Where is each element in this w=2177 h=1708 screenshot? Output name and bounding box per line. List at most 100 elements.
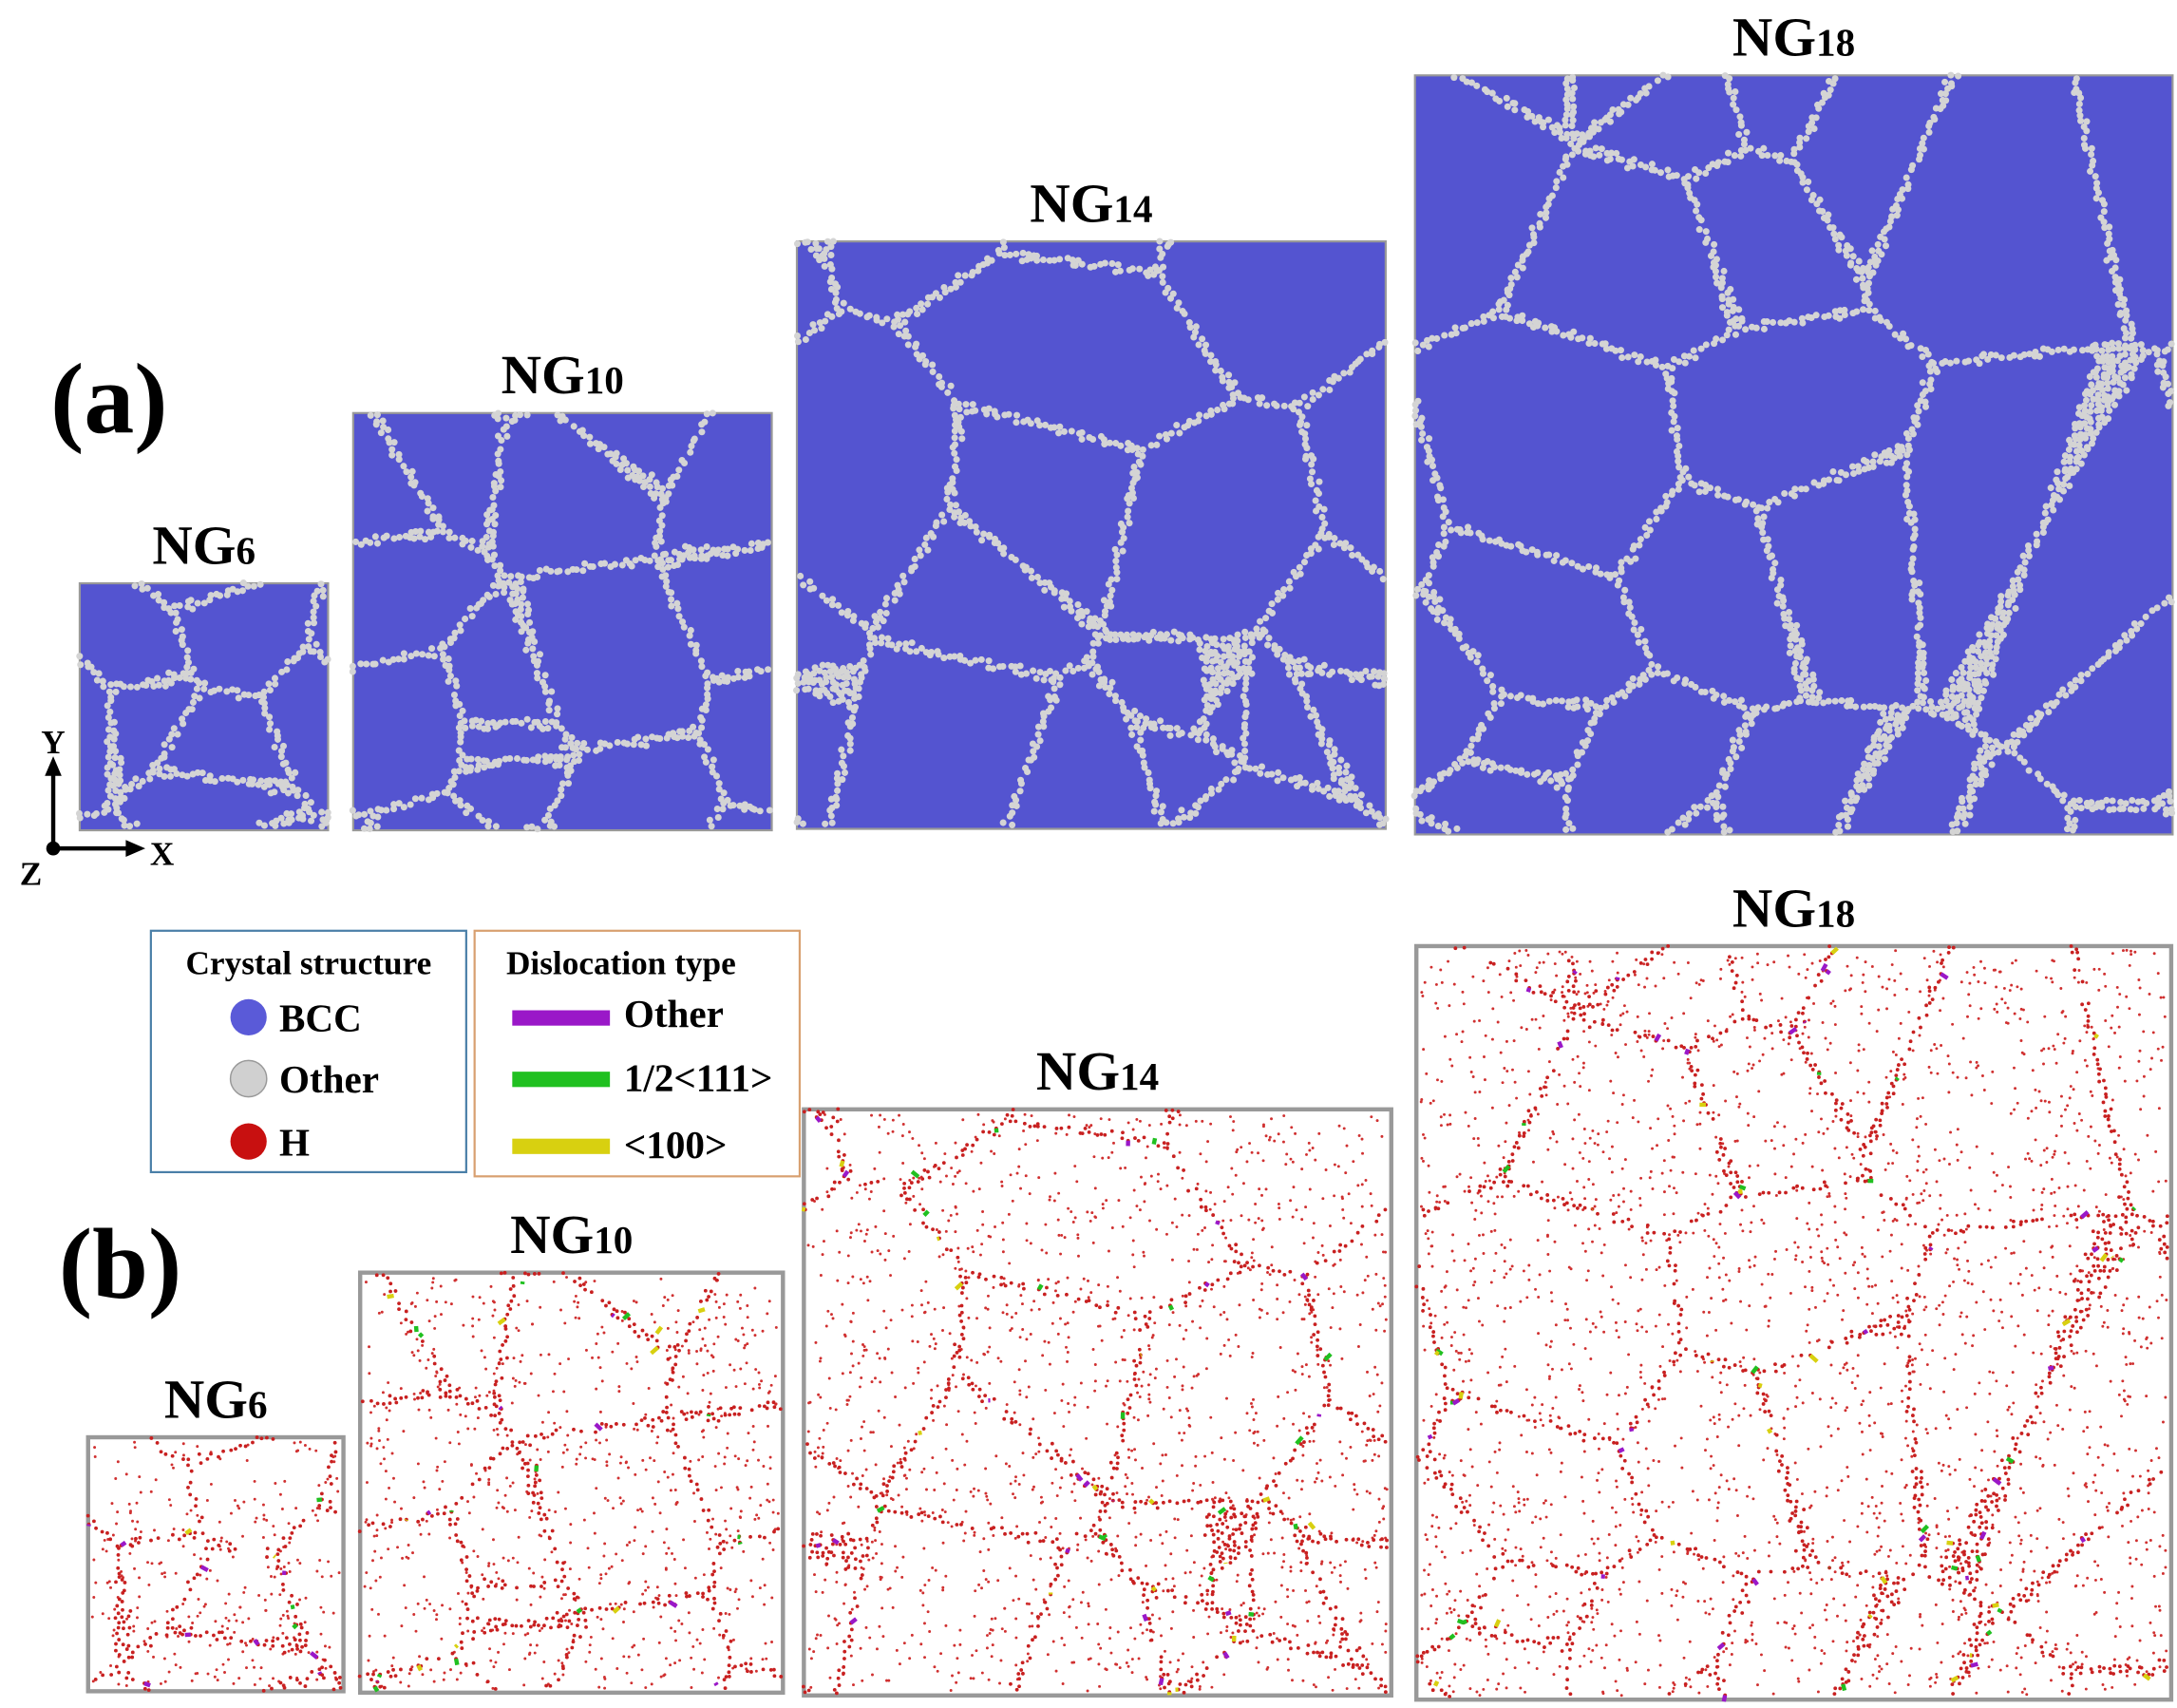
boundary-atom: [826, 807, 834, 814]
boundary-atom: [150, 682, 158, 690]
boundary-atom: [536, 566, 543, 574]
boundary-atom: [2097, 407, 2105, 414]
boundary-atom: [1569, 95, 1577, 103]
boundary-atom: [1796, 143, 1804, 151]
boundary-atom: [600, 444, 608, 451]
boundary-atom: [1161, 635, 1168, 642]
boundary-atom: [834, 780, 842, 788]
boundary-atom: [1117, 442, 1125, 449]
boundary-atom: [1871, 451, 1879, 459]
h-atom: [374, 1668, 378, 1672]
boundary-atom: [1812, 699, 1820, 707]
h-atom: [301, 1518, 306, 1523]
h-atom: [205, 1557, 210, 1562]
boundary-atom: [2105, 415, 2112, 423]
boundary-atom: [2014, 568, 2021, 576]
boundary-atom: [1106, 691, 1113, 698]
dislocation: [316, 1497, 323, 1503]
h-atom: [768, 1541, 772, 1545]
boundary-atom: [890, 323, 898, 331]
boundary-atom: [2104, 385, 2111, 392]
boundary-atom: [834, 787, 842, 794]
boundary-atom: [272, 822, 279, 829]
boundary-atom: [1844, 823, 1852, 830]
boundary-atom: [1903, 714, 1910, 722]
boundary-atom: [1357, 676, 1365, 684]
boundary-atom: [551, 802, 558, 809]
boundary-atom: [1835, 821, 1843, 829]
boundary-atom: [2165, 402, 2172, 409]
h-atom: [146, 1561, 150, 1565]
boundary-atom: [1248, 670, 1256, 677]
h-atom: [644, 1413, 648, 1416]
h-atom: [322, 1676, 326, 1680]
h-atom: [433, 1315, 437, 1319]
h-atom: [311, 1509, 314, 1512]
boundary-atom: [2162, 810, 2169, 818]
boundary-atom: [1245, 658, 1253, 666]
boundary-atom: [929, 368, 937, 375]
boundary-atom: [2077, 805, 2085, 812]
boundary-atom: [1544, 200, 1552, 208]
boundary-atom: [1309, 389, 1316, 396]
boundary-atom: [1896, 452, 1903, 460]
h-atom: [435, 1370, 439, 1374]
boundary-atom: [1416, 788, 1424, 795]
boundary-atom: [589, 562, 596, 571]
boundary-atom: [2098, 347, 2106, 354]
boundary-atom: [310, 811, 317, 819]
boundary-atom: [800, 678, 807, 686]
boundary-atom: [1440, 523, 1448, 531]
h-atom: [327, 1465, 331, 1470]
boundary-atom: [1852, 797, 1860, 805]
boundary-atom: [867, 651, 875, 658]
boundary-atom: [1568, 123, 1576, 130]
boundary-atom: [189, 605, 197, 613]
boundary-atom: [483, 534, 490, 541]
h-atom: [689, 1459, 692, 1463]
boundary-atom: [1506, 693, 1514, 700]
h-atom: [320, 1665, 324, 1670]
h-atom: [109, 1673, 114, 1677]
boundary-atom: [463, 809, 470, 817]
boundary-atom: [261, 710, 269, 717]
boundary-atom: [390, 535, 398, 542]
boundary-atom: [900, 579, 908, 586]
boundary-atom: [2009, 597, 2016, 604]
boundary-atom: [2027, 714, 2035, 722]
boundary-atom: [1732, 106, 1740, 114]
boundary-atom: [2087, 418, 2094, 426]
boundary-atom: [1511, 106, 1519, 114]
h-atom: [464, 1414, 467, 1418]
boundary-atom: [873, 316, 880, 324]
h-atom: [227, 1658, 230, 1661]
boundary-atom: [1040, 676, 1048, 684]
boundary-atom: [1495, 306, 1503, 313]
h-atom: [126, 1643, 131, 1648]
h-atom: [659, 1277, 663, 1281]
boundary-atom: [1959, 702, 1966, 710]
boundary-atom: [498, 477, 505, 484]
boundary-atom: [1752, 709, 1760, 716]
h-atom: [114, 1477, 118, 1480]
boundary-atom: [189, 698, 197, 706]
boundary-atom: [1052, 696, 1060, 704]
boundary-atom: [2100, 200, 2108, 208]
h-atom: [269, 1647, 273, 1651]
boundary-atom: [1220, 636, 1227, 643]
h-atom: [103, 1538, 106, 1542]
h-atom: [532, 1571, 536, 1575]
boundary-atom: [1246, 765, 1254, 772]
boundary-atom: [750, 806, 758, 813]
title-main: NG: [502, 344, 585, 406]
boundary-atom: [1352, 785, 1359, 792]
boundary-atom: [1016, 788, 1024, 795]
boundary-atom: [561, 735, 569, 743]
boundary-atom: [821, 255, 828, 262]
h-atom: [528, 1515, 532, 1519]
h-atom: [114, 1642, 118, 1646]
boundary-atom: [902, 327, 910, 334]
h-atom: [217, 1543, 221, 1547]
boundary-atom: [1916, 579, 1923, 587]
boundary-atom: [1663, 670, 1671, 677]
